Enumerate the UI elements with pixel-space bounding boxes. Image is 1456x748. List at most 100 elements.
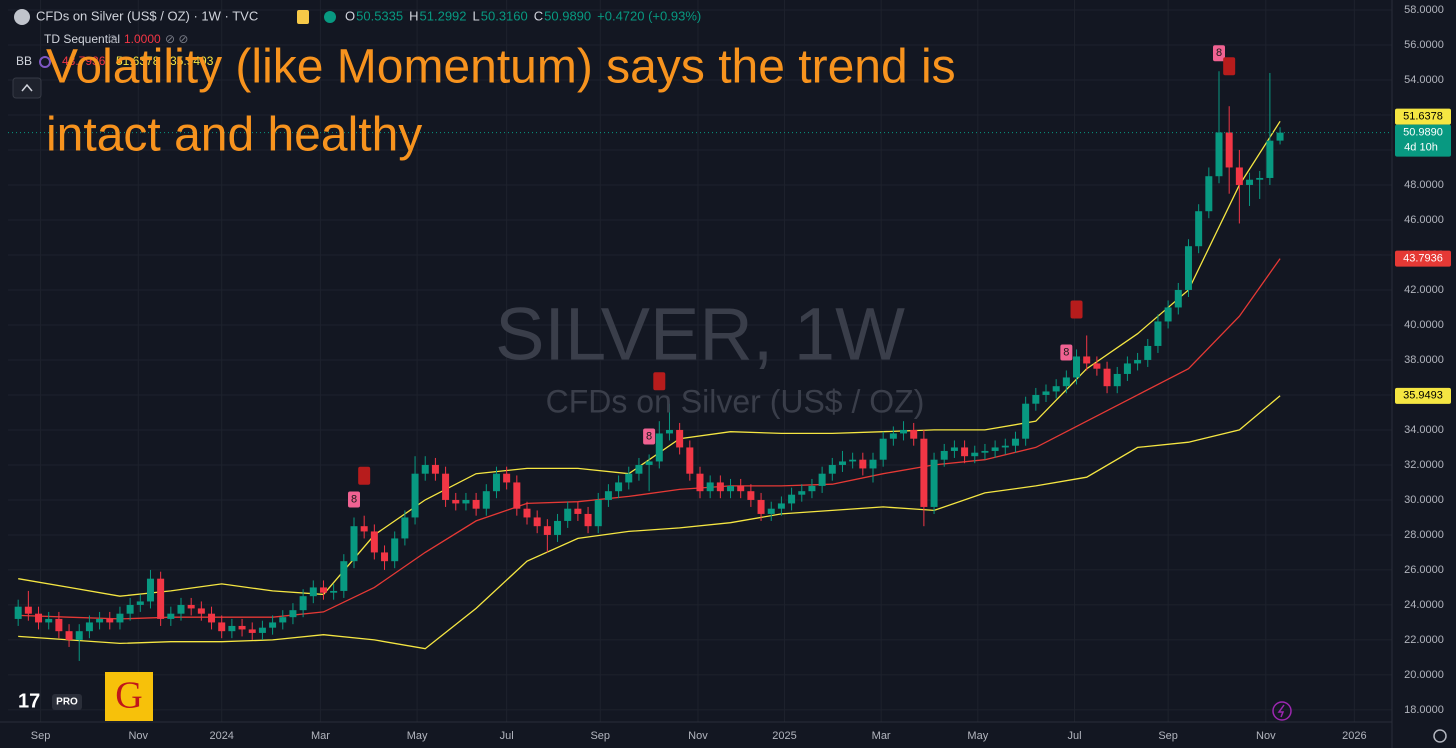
- candle-body: [1276, 132, 1284, 141]
- tv-logo: 17: [18, 690, 40, 712]
- y-tick-label: 18.0000: [1404, 704, 1444, 716]
- candle-body: [258, 627, 266, 633]
- candle-body: [564, 508, 572, 521]
- change: +0.4720 (+0.93%): [597, 8, 701, 23]
- alert-icon[interactable]: [1272, 701, 1292, 721]
- candle-body: [279, 617, 287, 623]
- candle-body: [65, 631, 73, 640]
- x-tick-label: Jul: [1067, 730, 1081, 742]
- candle-body: [706, 482, 714, 492]
- candle-body: [472, 499, 480, 509]
- y-tick-label: 30.0000: [1404, 494, 1444, 506]
- price-tags: 51.6378 43.7936 35.9493 50.9890 4d 10h: [1395, 108, 1451, 404]
- ohlc-value: 50.5335: [356, 8, 403, 23]
- candle-body: [676, 429, 684, 448]
- candle-body: [35, 613, 43, 623]
- candle-body: [1113, 373, 1121, 387]
- candle-body: [1093, 363, 1101, 369]
- td-label: 8: [1063, 346, 1069, 358]
- annotation: Volatility (like Momentum) says the tren…: [46, 41, 956, 162]
- x-tick-label: 2025: [772, 730, 796, 742]
- y-tick-label: 54.0000: [1404, 74, 1444, 86]
- candle-body: [197, 608, 205, 614]
- candle-body: [900, 429, 908, 434]
- x-tick-label: May: [967, 730, 988, 742]
- candle-body: [136, 601, 144, 605]
- bb-value: 43.7936: [62, 54, 106, 68]
- candle-body: [808, 485, 816, 492]
- band-line: [18, 258, 1281, 620]
- candle-body: [1174, 289, 1182, 308]
- candle-body: [319, 587, 327, 593]
- flag-icon[interactable]: [297, 10, 309, 24]
- candle-body: [482, 491, 490, 509]
- candle-body: [187, 604, 195, 609]
- candle-body: [1073, 356, 1081, 378]
- candle-body: [574, 508, 582, 514]
- x-tick-label: Nov: [688, 730, 708, 742]
- td-alert: [653, 372, 666, 391]
- candle-body: [462, 499, 470, 504]
- candle-body: [828, 464, 836, 474]
- candle-body: [1062, 377, 1070, 387]
- candle-body: [981, 450, 989, 453]
- annotation-line: Volatility (like Momentum) says the tren…: [46, 41, 956, 94]
- countdown: 4d 10h: [1404, 142, 1438, 154]
- candle-body: [45, 618, 53, 623]
- candle-body: [716, 482, 724, 492]
- candle-body: [1195, 211, 1203, 247]
- td-label: 8: [1216, 47, 1222, 59]
- chevron-icon: [21, 83, 33, 92]
- candle-body: [24, 606, 32, 614]
- candle-body: [1215, 132, 1223, 177]
- candle-body: [930, 459, 938, 507]
- candle-body: [431, 464, 439, 474]
- candle-body: [737, 485, 745, 492]
- candle-body: [788, 494, 796, 504]
- td-marker: [1213, 45, 1225, 62]
- candle-body: [309, 587, 317, 597]
- candle-body: [1011, 438, 1019, 446]
- candle-body: [950, 447, 958, 451]
- brand-letter: G: [115, 675, 142, 717]
- y-tick-label: 56.0000: [1404, 39, 1444, 51]
- candle-body: [798, 491, 806, 495]
- candle-body: [370, 531, 378, 553]
- ohlc-key: L: [473, 8, 480, 23]
- plot: 8 8 8 8: [8, 45, 1392, 661]
- candle-body: [1164, 307, 1172, 322]
- x-tick-label: May: [407, 730, 428, 742]
- settings-icon[interactable]: [1433, 729, 1447, 743]
- icon: [39, 56, 51, 68]
- candle-body: [533, 517, 541, 527]
- td-alert: [1223, 57, 1236, 76]
- x-tick-label: 2026: [1342, 730, 1366, 742]
- candle-body: [1154, 321, 1162, 346]
- candle-body: [869, 459, 877, 469]
- candle-body: [1134, 359, 1142, 364]
- candle-body: [1246, 179, 1254, 185]
- candle-body: [330, 590, 338, 593]
- candle-body: [1205, 176, 1213, 212]
- logos: 17 PRO G: [18, 672, 1447, 743]
- candle-body: [299, 596, 307, 611]
- candle-body: [757, 499, 765, 514]
- candle-body: [1022, 403, 1030, 439]
- x-tick-label: Sep: [31, 730, 51, 742]
- symbol-icon: [14, 9, 30, 25]
- collapse-button[interactable]: [12, 77, 42, 99]
- bolt: [1277, 704, 1285, 718]
- watermark-subtitle: CFDs on Silver (US$ / OZ): [546, 383, 925, 419]
- bb-value: 35.9493: [170, 54, 214, 68]
- candle-body: [1256, 177, 1264, 180]
- watermark: SILVER, 1W CFDs on Silver (US$ / OZ): [495, 293, 924, 420]
- td-marker: [1060, 344, 1073, 361]
- indicator-value: 1.0000: [124, 32, 161, 46]
- price-tag-label: 43.7936: [1403, 252, 1443, 264]
- y-tick-label: 46.0000: [1404, 214, 1444, 226]
- candle-body: [727, 485, 735, 492]
- candle-body: [218, 622, 226, 632]
- candle-body: [208, 613, 216, 623]
- candle-body: [116, 613, 124, 623]
- candle-body: [75, 631, 83, 640]
